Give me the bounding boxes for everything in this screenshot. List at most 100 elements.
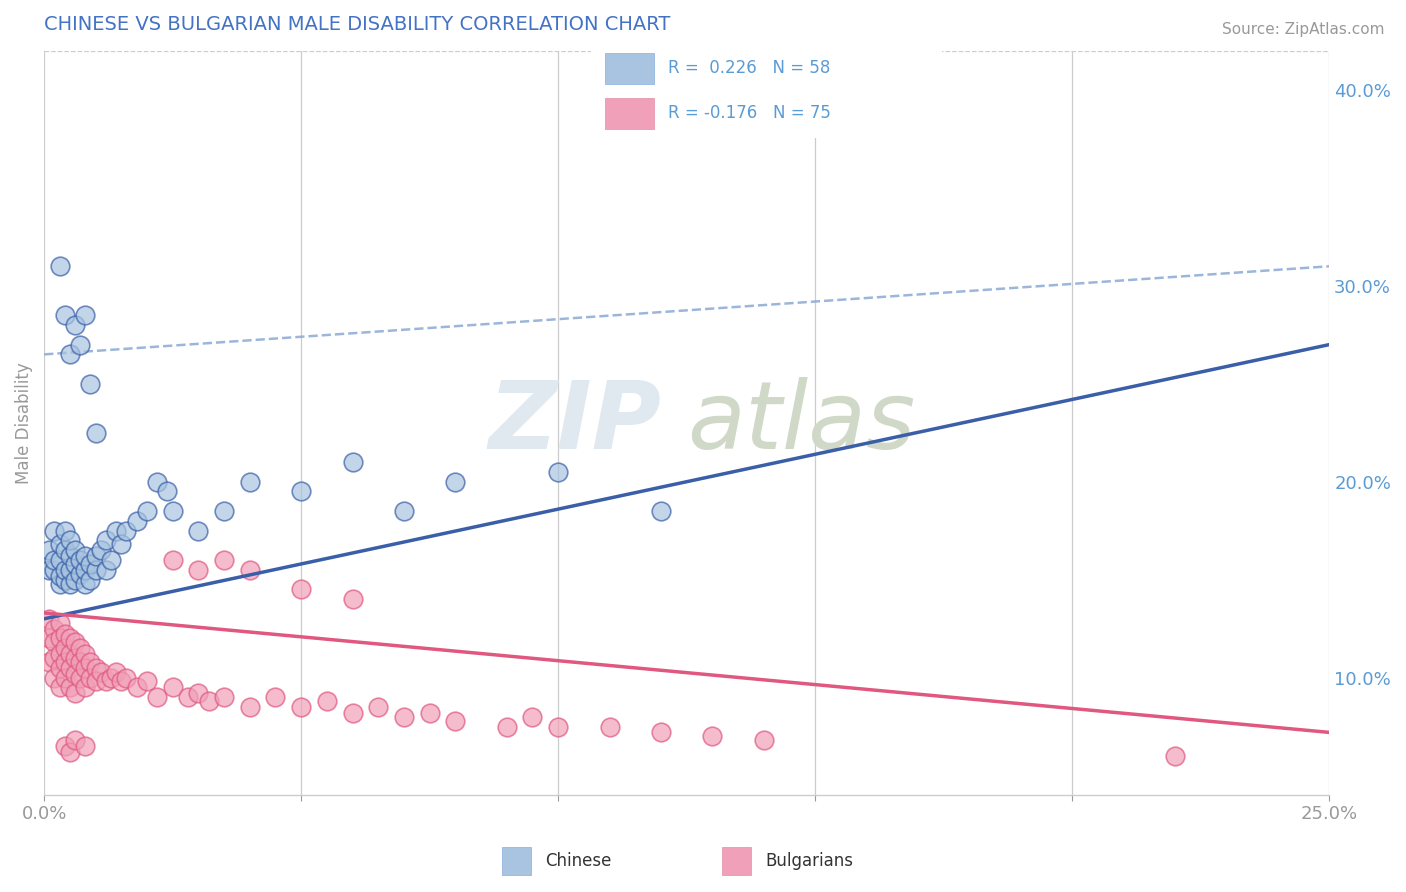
Point — [53, 308, 76, 322]
Point — [239, 475, 262, 489]
Point — [44, 671, 66, 685]
Point — [48, 537, 70, 551]
Point — [59, 632, 82, 646]
Point — [79, 655, 101, 669]
Point — [69, 566, 91, 581]
Point — [69, 641, 91, 656]
Point — [69, 671, 91, 685]
Point — [38, 612, 60, 626]
FancyBboxPatch shape — [588, 44, 945, 139]
Point — [63, 651, 86, 665]
Point — [53, 573, 76, 587]
Point — [1164, 748, 1187, 763]
Point — [38, 655, 60, 669]
Point — [63, 686, 86, 700]
Point — [90, 543, 112, 558]
Point — [444, 714, 467, 728]
Point — [392, 504, 415, 518]
Point — [69, 655, 91, 669]
Point — [75, 647, 97, 661]
Point — [162, 681, 184, 695]
Point — [367, 700, 389, 714]
Point — [53, 641, 76, 656]
Point — [650, 725, 672, 739]
Point — [84, 549, 107, 563]
Point — [392, 710, 415, 724]
Point — [125, 514, 148, 528]
Point — [69, 553, 91, 567]
Point — [59, 576, 82, 591]
Point — [63, 666, 86, 681]
Point — [599, 719, 621, 733]
Text: Source: ZipAtlas.com: Source: ZipAtlas.com — [1222, 22, 1385, 37]
Bar — [723, 847, 751, 875]
Point — [162, 553, 184, 567]
Point — [79, 376, 101, 391]
Point — [100, 553, 122, 567]
Point — [69, 337, 91, 351]
Point — [84, 674, 107, 689]
Point — [212, 504, 235, 518]
Point — [63, 543, 86, 558]
Point — [444, 475, 467, 489]
Text: atlas: atlas — [686, 377, 915, 468]
Point — [59, 745, 82, 759]
Point — [75, 308, 97, 322]
Point — [156, 484, 179, 499]
Point — [650, 504, 672, 518]
Point — [342, 455, 364, 469]
Point — [547, 719, 569, 733]
Point — [48, 681, 70, 695]
Bar — [605, 53, 654, 84]
Text: Bulgarians: Bulgarians — [765, 852, 853, 870]
Point — [75, 576, 97, 591]
Point — [53, 671, 76, 685]
Bar — [502, 847, 531, 875]
Point — [84, 661, 107, 675]
Point — [44, 635, 66, 649]
Point — [63, 318, 86, 332]
Text: CHINESE VS BULGARIAN MALE DISABILITY CORRELATION CHART: CHINESE VS BULGARIAN MALE DISABILITY COR… — [44, 15, 671, 34]
Text: R =  0.226   N = 58: R = 0.226 N = 58 — [668, 60, 830, 78]
Point — [94, 563, 117, 577]
Y-axis label: Male Disability: Male Disability — [15, 362, 32, 483]
Point — [212, 553, 235, 567]
Point — [125, 681, 148, 695]
Point — [38, 543, 60, 558]
Point — [44, 553, 66, 567]
Point — [146, 690, 169, 705]
Point — [48, 576, 70, 591]
Point — [342, 592, 364, 607]
Point — [53, 524, 76, 538]
Point — [75, 739, 97, 753]
Point — [94, 674, 117, 689]
Point — [53, 655, 76, 669]
Point — [75, 661, 97, 675]
Bar — [605, 98, 654, 129]
Point — [239, 700, 262, 714]
Point — [59, 647, 82, 661]
Point — [84, 563, 107, 577]
Point — [44, 524, 66, 538]
Text: ZIP: ZIP — [488, 377, 661, 469]
Point — [48, 615, 70, 630]
Point — [115, 524, 138, 538]
Point — [110, 537, 132, 551]
Point — [38, 632, 60, 646]
Point — [48, 647, 70, 661]
Point — [187, 524, 209, 538]
Point — [105, 665, 128, 679]
Point — [187, 686, 209, 700]
Point — [59, 347, 82, 361]
Point — [53, 627, 76, 641]
Point — [135, 504, 157, 518]
Point — [212, 690, 235, 705]
Point — [146, 475, 169, 489]
Point — [75, 549, 97, 563]
Point — [53, 543, 76, 558]
Point — [115, 671, 138, 685]
Point — [264, 690, 287, 705]
Point — [752, 733, 775, 747]
Point — [187, 563, 209, 577]
Point — [48, 661, 70, 675]
